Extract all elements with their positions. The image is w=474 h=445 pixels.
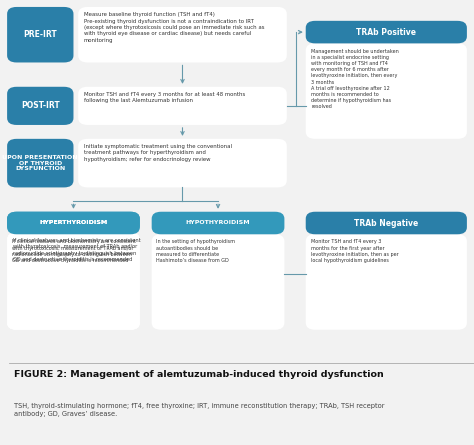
Text: Monitor TSH and fT4 every 3
months for the first year after
levothyroxine initia: Monitor TSH and fT4 every 3 months for t… [311, 239, 399, 263]
FancyBboxPatch shape [78, 87, 287, 125]
Text: In the setting of hypothyroidism
autoantibodies should be
measured to differenti: In the setting of hypothyroidism autoant… [156, 239, 236, 263]
FancyBboxPatch shape [78, 7, 287, 62]
FancyBboxPatch shape [306, 212, 467, 234]
Text: Initiate symptomatic treatment using the conventional
treatment pathways for hyp: Initiate symptomatic treatment using the… [84, 144, 232, 162]
Text: POST-IRT: POST-IRT [21, 101, 60, 110]
Text: HYPOTHYROIDISM: HYPOTHYROIDISM [186, 220, 250, 225]
Text: Monitor TSH and fT4 every 3 months for at least 48 months
following the last Ale: Monitor TSH and fT4 every 3 months for a… [84, 92, 245, 103]
FancyBboxPatch shape [306, 43, 467, 139]
Text: HYPERTHYROIDISM: HYPERTHYROIDISM [39, 220, 108, 225]
Text: If clinical features and biochemistry are consistent
with thyrotoxicosis, measur: If clinical features and biochemistry ar… [12, 239, 136, 263]
FancyBboxPatch shape [306, 21, 467, 43]
FancyBboxPatch shape [152, 234, 284, 330]
Text: HYPERTHYROIDISM: HYPERTHYROIDISM [39, 220, 108, 225]
FancyBboxPatch shape [7, 139, 73, 187]
FancyBboxPatch shape [7, 212, 140, 234]
Text: FIGURE 2: Management of alemtuzumab-induced thyroid dysfunction: FIGURE 2: Management of alemtuzumab-indu… [14, 370, 384, 379]
FancyBboxPatch shape [7, 234, 140, 330]
Text: TSH, thyroid-stimulating hormone; fT4, free thyroxine; IRT, immune reconstitutio: TSH, thyroid-stimulating hormone; fT4, f… [14, 403, 384, 417]
FancyBboxPatch shape [7, 233, 140, 330]
FancyBboxPatch shape [7, 7, 73, 62]
FancyBboxPatch shape [7, 87, 73, 125]
FancyBboxPatch shape [306, 234, 467, 330]
Text: Management should be undertaken
in a specialist endocrine setting
with monitorin: Management should be undertaken in a spe… [311, 49, 399, 109]
FancyBboxPatch shape [152, 212, 284, 234]
Text: PRE-IRT: PRE-IRT [23, 30, 57, 39]
Text: UPON PRESENTATION
OF THYROID
DYSFUNCTION: UPON PRESENTATION OF THYROID DYSFUNCTION [2, 155, 78, 171]
FancyBboxPatch shape [78, 139, 287, 187]
FancyBboxPatch shape [7, 233, 140, 330]
Text: TRAb Negative: TRAb Negative [354, 218, 419, 227]
FancyBboxPatch shape [7, 212, 140, 233]
Text: If clinical features and biochemistry are consistent
with thyrotoxicosis, measur: If clinical features and biochemistry ar… [13, 238, 140, 262]
Text: TRAb Positive: TRAb Positive [356, 28, 416, 36]
Text: Measure baseline thyroid function (TSH and fT4)
Pre-existing thyroid dysfunction: Measure baseline thyroid function (TSH a… [84, 12, 264, 43]
